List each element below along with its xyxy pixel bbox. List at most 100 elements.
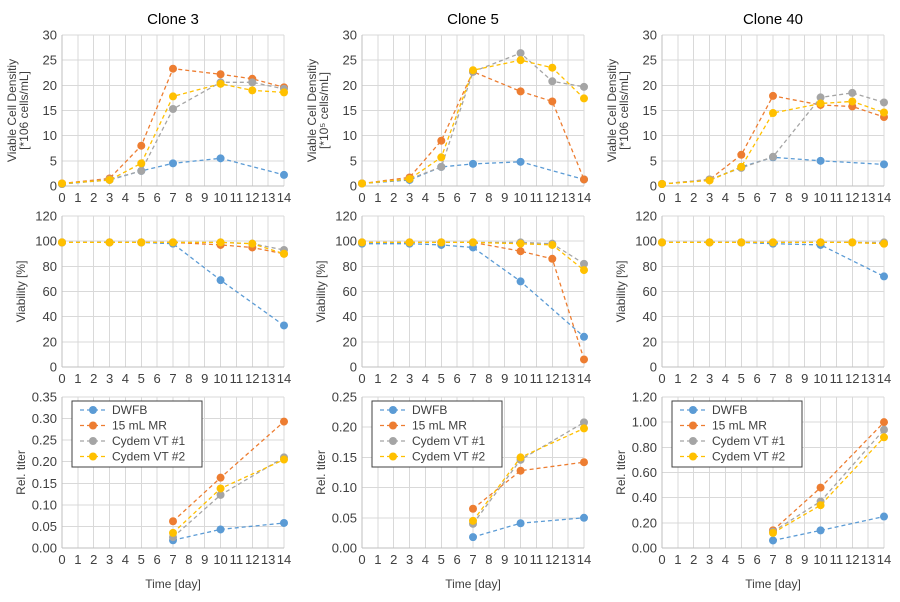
x-tick-label: 9 [201, 552, 208, 567]
y-tick-label: 80 [43, 259, 57, 274]
x-tick-label: 11 [530, 371, 544, 386]
x-tick-label: 3 [106, 190, 113, 205]
x-tick-label: 1 [74, 371, 81, 386]
data-point [437, 162, 446, 171]
x-tick-label: 11 [830, 552, 844, 567]
y-axis-label: Viability [%] [314, 261, 328, 323]
y-tick-label: 60 [343, 284, 357, 299]
x-tick-label: 12 [845, 190, 859, 205]
y-tick-label: 15 [43, 103, 57, 118]
x-tick-label: 9 [201, 190, 208, 205]
x-tick-label: 12 [245, 552, 259, 567]
y-tick-label: 0.20 [632, 515, 657, 530]
data-point [216, 473, 225, 482]
data-point [469, 238, 477, 247]
data-point [469, 504, 477, 513]
data-point [516, 239, 525, 248]
x-tick-label: 2 [690, 371, 697, 386]
data-point [880, 239, 888, 248]
y-tick-label: 120 [635, 209, 657, 224]
x-tick-label: 2 [390, 552, 397, 567]
data-point [469, 66, 477, 75]
x-tick-label: 13 [261, 552, 275, 567]
data-point [169, 92, 177, 101]
y-tick-label: 80 [343, 259, 357, 274]
y-tick-label: 0.00 [632, 541, 657, 556]
x-tick-label: 0 [658, 552, 665, 567]
x-tick-label: 0 [658, 190, 665, 205]
y-tick-label: 0.15 [32, 476, 57, 491]
x-tick-label: 13 [861, 552, 875, 567]
data-point [216, 490, 225, 499]
chart-title: Clone 5 [447, 11, 499, 28]
y-tick-label: 0.80 [632, 440, 657, 455]
x-tick-label: 9 [801, 190, 808, 205]
data-point [169, 528, 177, 537]
x-tick-label: 11 [230, 190, 244, 205]
x-tick-label: 7 [169, 190, 176, 205]
x-tick-label: 2 [390, 190, 397, 205]
data-point [280, 88, 288, 97]
y-tick-label: 0 [350, 360, 357, 375]
x-tick-label: 1 [674, 190, 681, 205]
data-point [769, 109, 777, 118]
y-tick-label: 25 [343, 53, 357, 68]
x-tick-label: 5 [438, 552, 445, 567]
legend-label: 15 mL MR [412, 419, 467, 433]
x-tick-label: 10 [813, 371, 827, 386]
x-tick-label: 3 [106, 371, 113, 386]
series-line-3 [172, 456, 285, 538]
data-point [216, 484, 225, 493]
data-point [548, 240, 557, 249]
legend-marker [689, 421, 697, 430]
y-tick-label: 10 [643, 128, 657, 143]
x-tick-label: 4 [422, 190, 429, 205]
x-tick-label: 6 [454, 371, 461, 386]
data-point [216, 70, 225, 79]
data-point [658, 179, 666, 188]
x-tick-label: 6 [454, 552, 461, 567]
y-tick-label: 0.25 [332, 390, 357, 405]
data-point [405, 238, 414, 247]
x-tick-label: 8 [785, 552, 792, 567]
data-point [580, 266, 588, 275]
x-tick-label: 14 [877, 552, 891, 567]
x-tick-label: 8 [485, 371, 492, 386]
legend-label: 15 mL MR [112, 419, 167, 433]
y-tick-label: 80 [643, 259, 657, 274]
data-point [169, 238, 177, 247]
x-tick-label: 11 [230, 371, 244, 386]
data-point [580, 259, 588, 268]
x-tick-label: 0 [358, 552, 365, 567]
x-tick-label: 12 [545, 552, 559, 567]
y-axis-label: Viable Cell Densitiy [605, 59, 619, 162]
x-tick-label: 3 [706, 552, 713, 567]
legend-marker [389, 406, 397, 414]
data-point [880, 160, 888, 169]
data-point [880, 418, 888, 427]
x-tick-label: 14 [577, 371, 591, 386]
x-tick-label: 11 [530, 190, 544, 205]
data-point [516, 247, 525, 256]
x-tick-label: 3 [406, 552, 413, 567]
x-tick-label: 0 [358, 371, 365, 386]
y-tick-label: 100 [35, 234, 57, 249]
series-line-1 [62, 241, 285, 327]
series-line-1 [362, 243, 585, 338]
x-tick-label: 7 [469, 371, 476, 386]
y-axis-label-unit: [*106 cells/mL] [17, 71, 31, 150]
x-tick-label: 4 [722, 190, 729, 205]
x-tick-label: 13 [561, 552, 575, 567]
data-point [280, 518, 288, 527]
x-tick-label: 9 [501, 552, 508, 567]
x-tick-label: 12 [545, 371, 559, 386]
data-point [248, 86, 257, 95]
x-tick-label: 2 [90, 371, 97, 386]
legend-marker [689, 406, 697, 414]
legend-label: Cydem VT #1 [112, 434, 185, 448]
legend-marker [689, 437, 697, 445]
y-tick-label: 20 [43, 334, 57, 349]
x-tick-label: 8 [185, 371, 192, 386]
